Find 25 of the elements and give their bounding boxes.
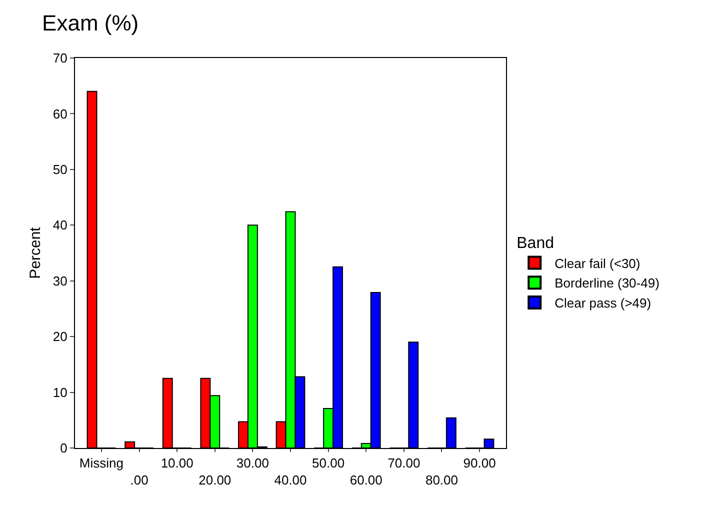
x-tick-label: Missing [79, 456, 124, 471]
legend-title: Band [516, 234, 554, 252]
legend-label: Clear fail (<30) [554, 256, 640, 271]
x-tick-label: 50.00 [312, 456, 345, 471]
y-tick-label: 20 [52, 329, 68, 344]
x-tick-label: 90.00 [463, 456, 496, 471]
x-tick-label: 80.00 [425, 472, 458, 488]
y-tick-label: 70 [52, 50, 68, 66]
y-tick-label: 10 [52, 384, 68, 400]
chart-title: Exam (%) [42, 10, 139, 36]
legend-label: Borderline (30-49) [554, 276, 660, 291]
x-tick-label: 20.00 [198, 472, 232, 488]
y-tick-label: 60 [52, 106, 68, 122]
legend-label: Clear pass (>49) [554, 296, 652, 311]
y-tick-label: 0 [60, 440, 68, 456]
x-tick-label: 30.00 [236, 456, 269, 471]
x-tick-label: .00 [130, 472, 148, 488]
y-tick-label: 30 [52, 273, 68, 288]
y-tick-label: 40 [52, 218, 68, 233]
x-tick-label: 60.00 [350, 472, 382, 488]
x-tick-label: 40.00 [274, 472, 307, 488]
x-tick-label: 70.00 [388, 456, 420, 471]
x-tick-label: 10.00 [160, 456, 194, 471]
y-tick-label: 50 [52, 162, 68, 177]
y-axis-title: Percent [27, 226, 44, 279]
